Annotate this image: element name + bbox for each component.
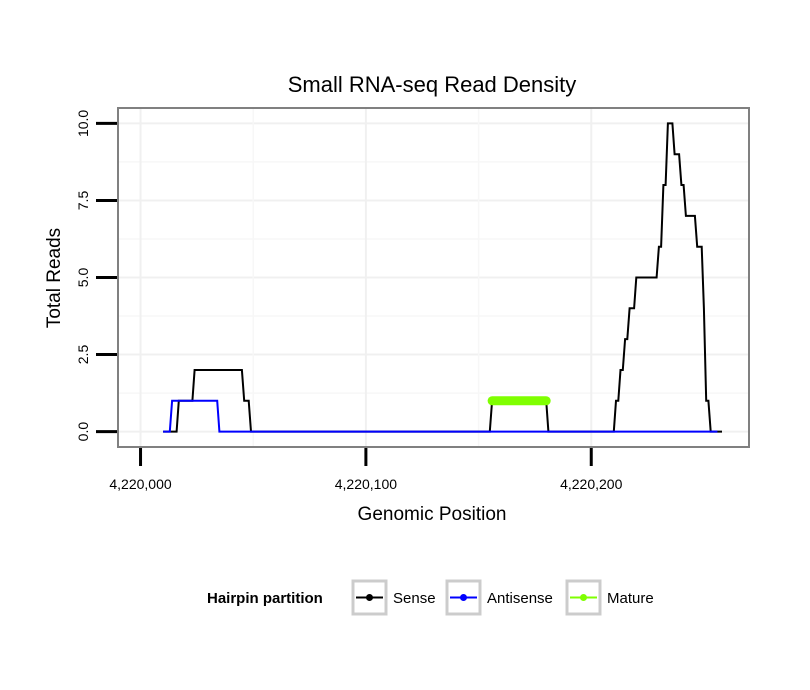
legend: Hairpin partition Sense Antisense Mature [207,579,654,616]
y-tick-label: 10.0 [75,110,91,137]
legend-item-antisense: Antisense [445,579,553,616]
series-line-antisense [163,399,718,433]
legend-key-point [460,594,467,601]
chart-title: Small RNA-seq Read Density [288,72,577,97]
grid [118,108,749,447]
plot-border [117,107,750,448]
series-layer [163,122,722,433]
x-tick-label: 4,220,100 [335,476,397,492]
y-tick-label: 5.0 [75,268,91,288]
x-tick-label: 4,220,200 [560,476,622,492]
legend-label: Antisense [487,590,553,607]
legend-item-sense: Sense [351,579,436,616]
series-line-sense [163,122,722,433]
legend-title: Hairpin partition [207,590,323,607]
legend-label: Mature [607,590,654,607]
legend-label: Sense [393,590,436,607]
legend-item-mature: Mature [565,579,654,616]
legend-key-point [580,594,587,601]
x-axis: 4,220,000 4,220,100 4,220,200 [109,448,623,492]
y-tick-label: 2.5 [75,345,91,365]
y-tick-label: 0.0 [75,422,91,442]
y-axis-title: Total Reads [44,228,65,328]
legend-key-point [366,594,373,601]
x-tick-label: 4,220,000 [109,476,171,492]
x-axis-title: Genomic Position [358,504,507,525]
y-axis: 0.0 2.5 5.0 7.5 10.0 [75,110,117,442]
y-tick-label: 7.5 [75,191,91,211]
